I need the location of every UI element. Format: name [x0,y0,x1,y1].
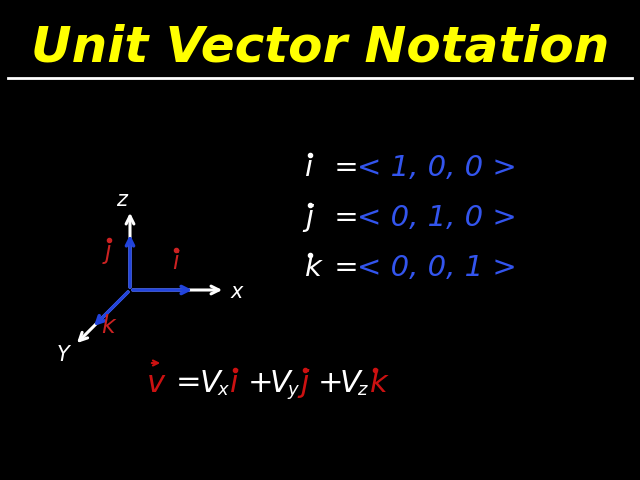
Text: x: x [231,282,243,302]
Text: +: + [318,369,344,397]
Text: y: y [287,381,298,399]
Text: v: v [147,369,165,397]
Text: k: k [370,369,388,397]
Text: j: j [305,204,313,232]
Text: Y: Y [56,345,69,365]
Text: V: V [270,369,291,397]
Text: =: = [325,204,368,232]
Text: j: j [300,369,308,397]
Text: V: V [200,369,221,397]
Text: < 0, 1, 0 >: < 0, 1, 0 > [357,204,516,232]
Text: +: + [248,369,274,397]
Text: k: k [101,314,115,338]
Text: i: i [305,154,313,182]
Text: =: = [176,369,202,397]
Text: x: x [217,381,228,399]
Text: z: z [357,381,367,399]
Text: k: k [305,254,322,282]
Text: j: j [105,240,111,264]
Text: i: i [172,250,179,274]
Text: z: z [116,190,127,210]
Text: Unit Vector Notation: Unit Vector Notation [31,24,609,72]
Text: < 1, 0, 0 >: < 1, 0, 0 > [357,154,516,182]
Text: =: = [325,154,368,182]
Text: V: V [340,369,361,397]
Text: i: i [230,369,239,397]
Text: =: = [325,254,368,282]
Text: < 0, 0, 1 >: < 0, 0, 1 > [357,254,516,282]
